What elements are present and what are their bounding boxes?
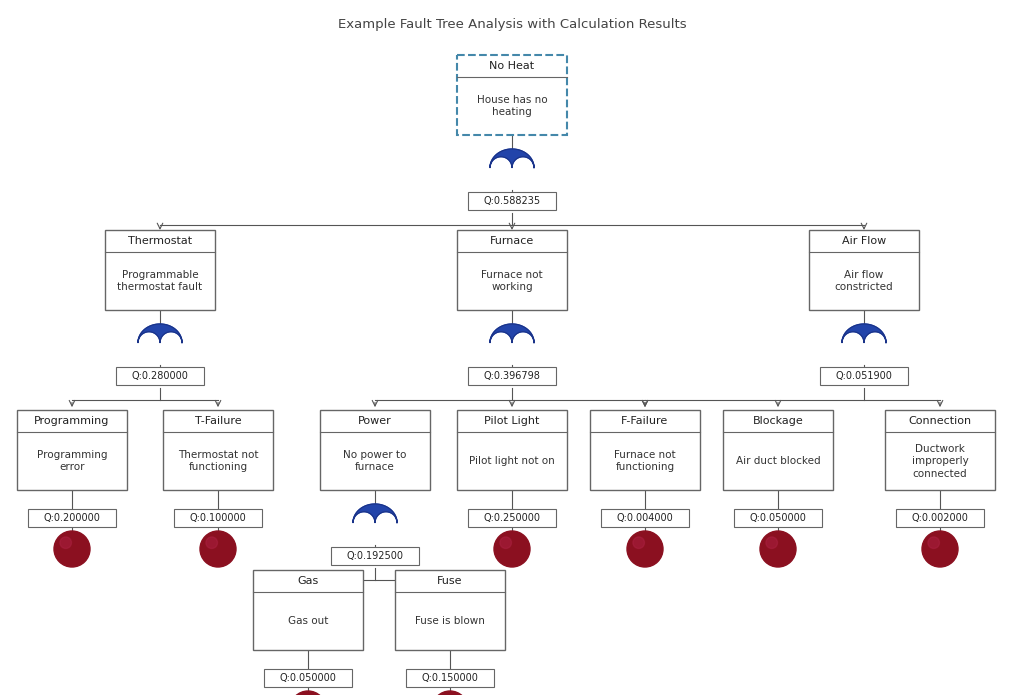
Text: Q:0.396798: Q:0.396798: [483, 370, 541, 381]
Text: Q:0.280000: Q:0.280000: [131, 370, 188, 381]
Bar: [457, 55, 567, 135]
Text: Gas: Gas: [297, 576, 318, 586]
Text: Q:0.004000: Q:0.004000: [616, 513, 674, 523]
Bar: [163, 410, 273, 490]
Polygon shape: [842, 324, 886, 343]
Text: Programmable
thermostat fault: Programmable thermostat fault: [118, 270, 203, 293]
Text: Fuse: Fuse: [437, 576, 463, 586]
Text: Pilot light not on: Pilot light not on: [469, 456, 555, 466]
Text: Blockage: Blockage: [753, 416, 804, 426]
Bar: [468, 367, 556, 385]
Text: Fuse is blown: Fuse is blown: [415, 616, 485, 626]
Text: Thermostat: Thermostat: [128, 236, 193, 246]
Text: Q:0.002000: Q:0.002000: [911, 513, 969, 523]
Polygon shape: [138, 324, 182, 343]
Text: Q:0.150000: Q:0.150000: [422, 673, 478, 683]
Bar: [723, 410, 833, 490]
Bar: [734, 509, 822, 527]
Bar: [885, 410, 995, 490]
Circle shape: [206, 537, 217, 548]
Bar: [331, 547, 419, 565]
Circle shape: [633, 537, 644, 548]
Polygon shape: [353, 504, 397, 523]
Text: No power to
furnace: No power to furnace: [343, 450, 407, 473]
Bar: [28, 509, 116, 527]
Text: T-Failure: T-Failure: [195, 416, 242, 426]
Text: Q:0.192500: Q:0.192500: [346, 550, 403, 561]
Bar: [105, 230, 215, 310]
Circle shape: [766, 537, 777, 548]
Text: Power: Power: [358, 416, 392, 426]
Circle shape: [200, 531, 236, 567]
Text: No Heat: No Heat: [489, 61, 535, 71]
Bar: [820, 367, 908, 385]
Bar: [174, 509, 262, 527]
Bar: [590, 410, 700, 490]
Text: Gas out: Gas out: [288, 616, 328, 626]
Bar: [468, 509, 556, 527]
Polygon shape: [490, 149, 534, 167]
Text: Furnace not
functioning: Furnace not functioning: [614, 450, 676, 473]
Text: Air duct blocked: Air duct blocked: [735, 456, 820, 466]
Bar: [457, 230, 567, 310]
Text: Thermostat not
functioning: Thermostat not functioning: [178, 450, 258, 473]
Bar: [406, 669, 494, 687]
Bar: [116, 367, 204, 385]
Text: Q:0.051900: Q:0.051900: [836, 370, 893, 381]
Circle shape: [928, 537, 939, 548]
Text: Q:0.050000: Q:0.050000: [750, 513, 807, 523]
Text: Furnace not
working: Furnace not working: [481, 270, 543, 293]
Bar: [264, 669, 352, 687]
Text: Q:0.050000: Q:0.050000: [280, 673, 337, 683]
Circle shape: [494, 531, 530, 567]
Text: Connection: Connection: [908, 416, 972, 426]
Bar: [468, 192, 556, 210]
Circle shape: [54, 531, 90, 567]
Text: Q:0.100000: Q:0.100000: [189, 513, 247, 523]
Bar: [253, 570, 362, 650]
Text: Ductwork
improperly
connected: Ductwork improperly connected: [911, 444, 969, 479]
Text: F-Failure: F-Failure: [622, 416, 669, 426]
Bar: [17, 410, 127, 490]
Text: Air Flow: Air Flow: [842, 236, 886, 246]
Text: Q:0.200000: Q:0.200000: [44, 513, 100, 523]
Circle shape: [432, 691, 468, 695]
Bar: [319, 410, 430, 490]
Circle shape: [760, 531, 796, 567]
Bar: [457, 410, 567, 490]
Bar: [809, 230, 919, 310]
Circle shape: [500, 537, 511, 548]
Circle shape: [922, 531, 958, 567]
Polygon shape: [490, 324, 534, 343]
Text: Programming
error: Programming error: [37, 450, 108, 473]
Text: Example Fault Tree Analysis with Calculation Results: Example Fault Tree Analysis with Calcula…: [338, 18, 686, 31]
Text: Q:0.250000: Q:0.250000: [483, 513, 541, 523]
Circle shape: [290, 691, 326, 695]
Text: Air flow
constricted: Air flow constricted: [835, 270, 893, 293]
Circle shape: [60, 537, 72, 548]
Circle shape: [627, 531, 663, 567]
Text: Q:0.588235: Q:0.588235: [483, 196, 541, 206]
Text: Pilot Light: Pilot Light: [484, 416, 540, 426]
Bar: [601, 509, 689, 527]
Text: House has no
heating: House has no heating: [477, 95, 547, 117]
Text: Programming: Programming: [35, 416, 110, 426]
Text: Furnace: Furnace: [489, 236, 535, 246]
Bar: [896, 509, 984, 527]
Bar: [395, 570, 505, 650]
